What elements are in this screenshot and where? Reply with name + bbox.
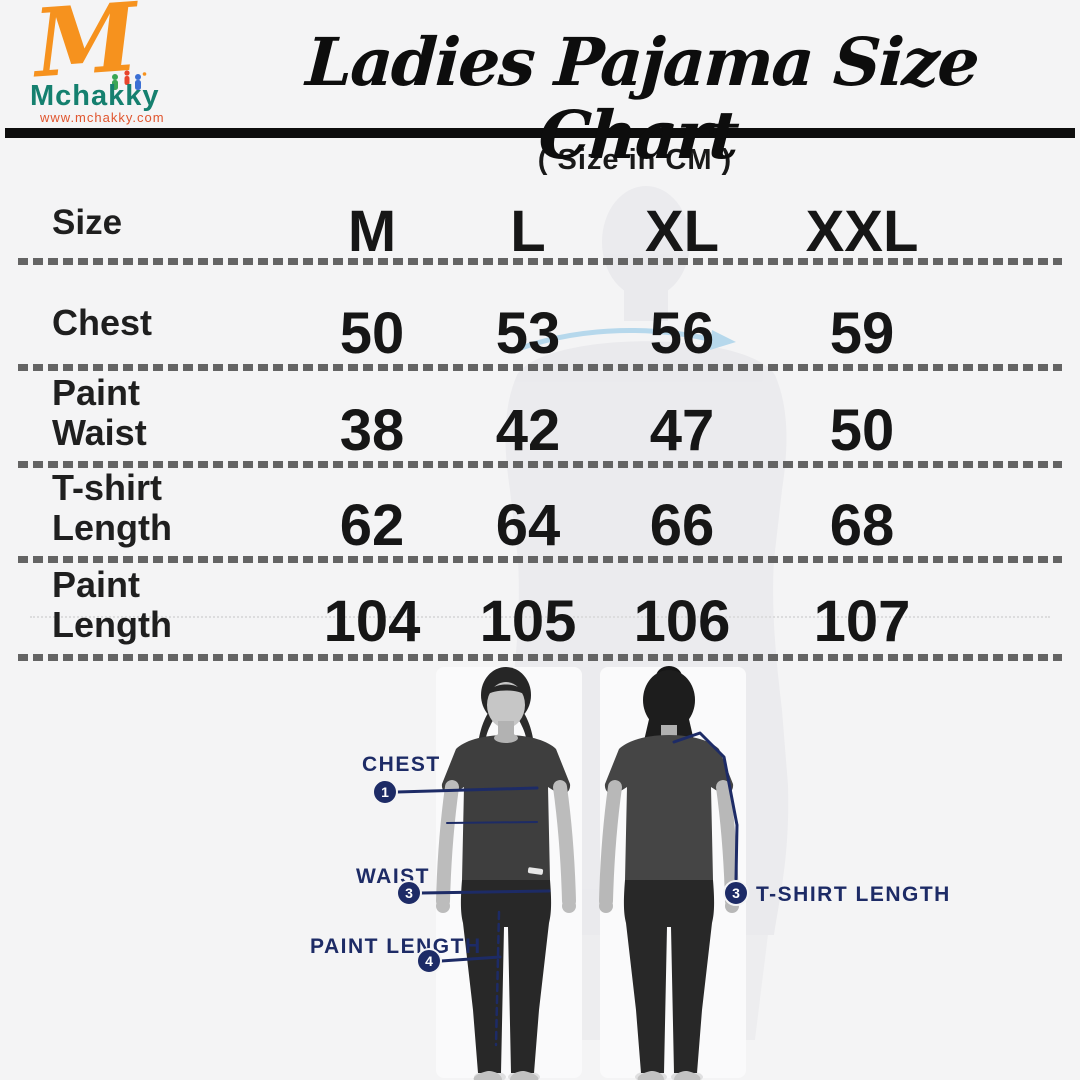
size-corner-label: Size xyxy=(52,203,123,242)
size-value: 50 xyxy=(829,398,895,463)
paint-length-marker-circle xyxy=(416,948,442,974)
size-value: 50 xyxy=(339,301,405,366)
size-value: 53 xyxy=(495,301,561,366)
row-divider xyxy=(18,461,1062,468)
row-label-tshirt-length: T-shirt Length xyxy=(52,468,172,547)
logo-person-blue xyxy=(135,74,141,90)
paint-length-marker-number: 4 xyxy=(425,953,433,969)
row-label-line: Paint xyxy=(52,564,141,605)
tshirt-length-marker-circle xyxy=(723,880,749,906)
chest-guide-line xyxy=(395,786,539,794)
chest-arrow-icon xyxy=(520,328,736,351)
row-label-paint-length: Paint Length xyxy=(52,565,172,644)
waist-label: WAIST xyxy=(356,865,430,888)
header-divider xyxy=(5,128,1075,138)
column-header-m: M xyxy=(347,199,397,264)
column-header-xl: XL xyxy=(644,199,720,264)
chest-marker-number: 1 xyxy=(381,784,389,800)
row-label-line: Waist xyxy=(52,411,147,453)
row-divider xyxy=(18,654,1062,661)
size-value: 56 xyxy=(649,301,715,366)
brand-name: Mchakky xyxy=(30,80,160,112)
row-label-paint-waist: Paint Waist xyxy=(52,373,147,452)
waist-guide-line xyxy=(419,889,551,895)
row-label-line: Paint xyxy=(52,372,141,413)
tshirt-length-marker-number: 3 xyxy=(732,885,740,901)
size-value: 104 xyxy=(323,589,421,654)
measurement-guide-figure: CHEST 1 WAIST 3 3 T-SHIRT LENGTH PAINT L… xyxy=(310,666,951,1080)
size-value: 107 xyxy=(813,589,911,654)
size-value: 42 xyxy=(495,398,561,463)
row-divider xyxy=(18,258,1062,265)
logo-dot xyxy=(142,72,147,76)
row-divider xyxy=(18,364,1062,371)
row-label-chest: Chest xyxy=(52,303,152,343)
size-value: 59 xyxy=(829,301,895,366)
measure-annotations: CHEST 1 WAIST 3 3 T-SHIRT LENGTH PAINT L… xyxy=(310,731,951,1047)
size-value: 105 xyxy=(479,589,577,654)
figure-front-view xyxy=(436,667,576,1080)
logo-people-icon xyxy=(112,70,147,90)
row-label-line: Chest xyxy=(52,302,153,343)
page-title: Ladies Pajama Size Chart xyxy=(304,23,980,174)
chest-marker-circle xyxy=(372,779,398,805)
size-value: 47 xyxy=(649,398,715,463)
waist-marker-circle xyxy=(396,880,422,906)
chest-underline xyxy=(446,821,538,824)
size-value: 64 xyxy=(495,493,561,558)
brand-website: www.mchakky.com xyxy=(40,110,165,125)
size-value: 68 xyxy=(829,493,895,558)
row-label-line: Length xyxy=(52,506,172,548)
row-label-line: T-shirt xyxy=(52,467,163,508)
faint-guide-line xyxy=(30,616,1050,618)
size-unit-subtitle: ( Size in CM ) xyxy=(537,144,733,176)
size-value: 62 xyxy=(339,493,405,558)
size-value: 38 xyxy=(339,398,405,463)
row-divider xyxy=(18,556,1062,563)
size-value: 106 xyxy=(633,589,731,654)
logo-person-green xyxy=(112,74,118,90)
row-label-line: Length xyxy=(52,603,172,645)
tshirt-length-label: T-SHIRT LENGTH xyxy=(756,883,951,906)
tshirt-length-guide-line xyxy=(672,731,739,881)
column-header-xxl: XXL xyxy=(805,199,919,264)
column-header-l: L xyxy=(510,199,546,264)
chest-label: CHEST xyxy=(362,753,441,776)
logo-person-red xyxy=(124,70,130,85)
paint-length-label: PAINT LENGTH xyxy=(310,935,482,958)
waist-marker-number: 3 xyxy=(405,885,413,901)
size-value: 66 xyxy=(649,493,715,558)
paint-length-guide-line xyxy=(439,955,502,963)
paint-length-dashed-line xyxy=(494,910,501,1047)
